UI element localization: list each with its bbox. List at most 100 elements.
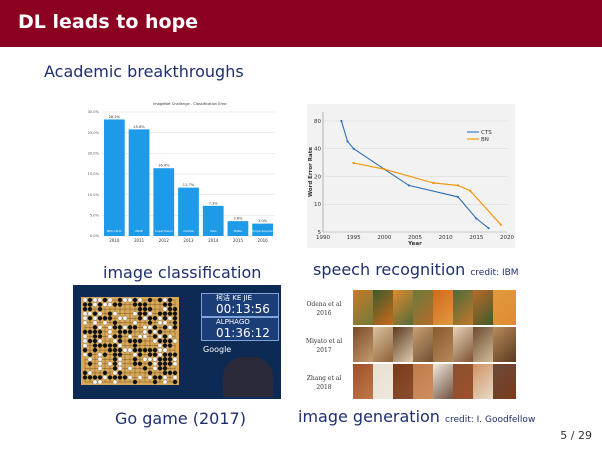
- speech-credit: credit: IBM: [470, 268, 519, 278]
- go-stone: [157, 352, 163, 357]
- generation-credit: credit: I. Goodfellow: [445, 415, 536, 425]
- go-stone: [132, 352, 138, 357]
- go-stone: [132, 357, 138, 362]
- go-stone: [97, 379, 103, 385]
- bar-y-tick: 20.0%: [88, 152, 100, 156]
- go-stone: [117, 361, 123, 366]
- go-stone: [92, 320, 98, 325]
- go-stone: [152, 325, 158, 330]
- go-stone: [117, 357, 123, 362]
- go-stone: [92, 325, 98, 330]
- go-stone: [97, 366, 103, 371]
- bar-2014: [202, 205, 224, 236]
- go-stone: [122, 325, 128, 330]
- gen-label-1-year: 2016: [316, 310, 332, 317]
- go-stone: [132, 343, 138, 348]
- go-game-image: 柯洁 KE JIE 00:13:56 ALPHAGO 01:36:12 Goog…: [73, 285, 281, 399]
- bar-y-tick: 25.0%: [88, 131, 100, 135]
- go-stone: [162, 370, 168, 376]
- go-stone: [157, 338, 163, 344]
- series-point-BN: [383, 168, 386, 171]
- go-stone: [82, 375, 88, 380]
- slide-title: DL leads to hope: [18, 11, 199, 33]
- bar-value-label: 7.3%: [209, 201, 219, 205]
- bar-value-label: 3.6%: [233, 217, 243, 221]
- go-stone: [132, 361, 138, 366]
- go-stone: [152, 361, 158, 366]
- go-stone: [167, 311, 173, 316]
- go-stone: [157, 357, 163, 362]
- bar-y-tick: 15.0%: [88, 172, 100, 176]
- go-stone: [127, 297, 133, 303]
- bar-inner-label: NEC-UIUC: [107, 229, 122, 233]
- go-stone: [162, 361, 168, 366]
- series-point-CTS: [487, 227, 490, 230]
- go-stone: [142, 306, 148, 312]
- go-stone: [97, 306, 103, 312]
- bar-x-tick: 2010: [109, 238, 120, 243]
- bar-x-tick: 2016: [258, 238, 269, 243]
- go-stone: [97, 375, 103, 380]
- go-stone: [137, 311, 143, 316]
- go-stone: [162, 357, 168, 362]
- go-stone: [172, 370, 178, 376]
- go-board: [81, 297, 179, 385]
- go-stone: [167, 302, 173, 307]
- player1-box: 柯洁 KE JIE 00:13:56: [201, 293, 279, 317]
- go-stone: [162, 316, 168, 321]
- go-stone: [137, 347, 143, 353]
- go-stone: [167, 361, 173, 366]
- line-y-tick: 40: [314, 147, 321, 153]
- series-line-CTS: [340, 120, 489, 229]
- go-stone: [132, 347, 138, 353]
- go-stone: [172, 379, 178, 385]
- go-stone: [92, 297, 98, 303]
- go-stone: [157, 311, 163, 316]
- line-x-tick: 2015: [469, 235, 483, 241]
- series-point-CTS: [346, 140, 349, 143]
- go-stone: [132, 311, 138, 316]
- bar-2012: [153, 168, 175, 236]
- go-stone: [147, 325, 153, 330]
- go-stone: [167, 357, 173, 362]
- generated-image-thumbnail: [433, 290, 456, 325]
- go-stone: [147, 306, 153, 312]
- go-stone: [117, 325, 123, 330]
- go-stone: [82, 306, 88, 312]
- generated-image-thumbnail: [473, 364, 496, 399]
- go-stone: [167, 338, 173, 344]
- go-stone: [132, 302, 138, 307]
- go-stone: [112, 357, 118, 362]
- bar-value-label: 3.0%: [258, 219, 268, 223]
- go-stone: [127, 366, 133, 371]
- series-point-CTS: [475, 217, 478, 220]
- go-stone: [97, 297, 103, 303]
- player2-name: ALPHAGO: [216, 318, 250, 326]
- generated-image-thumbnail: [453, 290, 476, 325]
- go-stone: [92, 347, 98, 353]
- go-stone: [87, 361, 93, 366]
- go-stone: [127, 334, 133, 339]
- gen-label-2-authors: Miyato et al: [305, 338, 343, 345]
- generated-image-thumbnail: [493, 290, 516, 325]
- legend-label-BN: BN: [481, 137, 489, 143]
- go-stone: [102, 302, 108, 307]
- imagenet-bar-chart: ImageNet Challenge - Classification Erro…: [88, 102, 275, 243]
- go-stone: [107, 302, 113, 307]
- go-stone: [157, 320, 163, 325]
- go-stone: [127, 347, 133, 353]
- title-bar: DL leads to hope: [0, 0, 602, 47]
- go-stone: [117, 352, 123, 357]
- go-stone: [92, 379, 98, 385]
- go-stone: [162, 347, 168, 353]
- go-stone: [142, 311, 148, 316]
- go-stone: [107, 297, 113, 303]
- go-stone: [142, 325, 148, 330]
- slide-subtitle: Academic breakthroughs: [44, 62, 244, 81]
- go-stone: [107, 329, 113, 335]
- go-stone: [122, 316, 128, 321]
- go-stone: [87, 311, 93, 316]
- go-stone: [92, 316, 98, 321]
- bar-value-label: 16.4%: [158, 164, 170, 168]
- bar-value-label: 28.2%: [109, 115, 121, 119]
